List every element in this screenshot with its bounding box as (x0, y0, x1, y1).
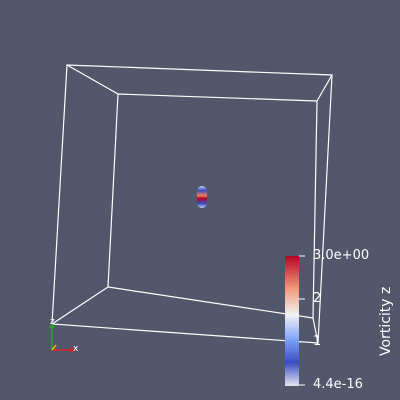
orientation-axes[interactable] (49, 322, 76, 353)
z-axis-arrow (49, 322, 55, 328)
scalar-bar-label-min: 4.4e-16 (313, 377, 363, 392)
x-axis-label: x (73, 344, 79, 354)
vorticity-blob (197, 186, 207, 208)
scalar-bar-label-1: 1 (313, 334, 322, 349)
domain-outline (51, 64, 333, 344)
scalar-bar-label-2: 2 (313, 291, 322, 306)
scalar-bar-label-max: 3.0e+00 (313, 248, 370, 263)
scalar-bar-ticks (299, 255, 305, 386)
scalar-bar-title: Vorticity z (378, 286, 394, 356)
z-axis-label: z (50, 317, 55, 327)
y-axis-line (51, 344, 57, 351)
x-axis-arrow (70, 347, 76, 353)
scalar-bar-colors (285, 256, 299, 386)
